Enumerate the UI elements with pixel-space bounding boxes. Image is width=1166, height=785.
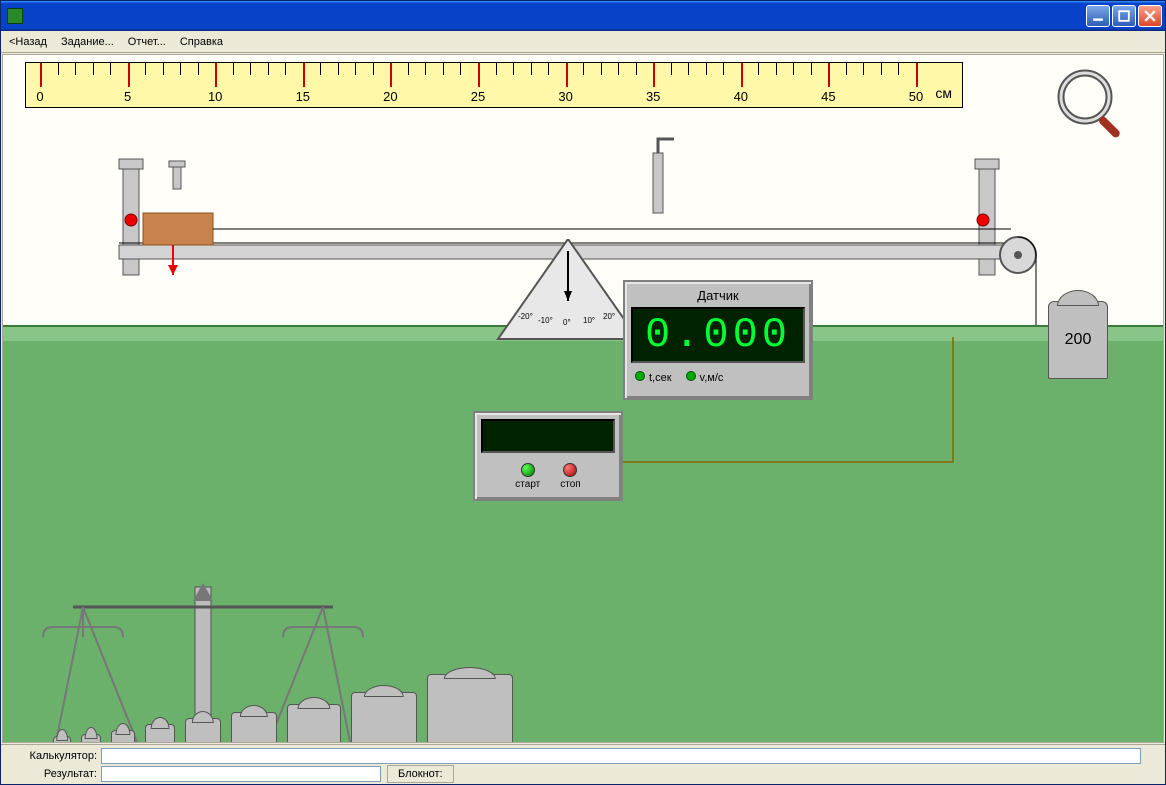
close-button[interactable]: [1138, 5, 1162, 27]
bottom-bar: Калькулятор: Результат: Блокнот:: [1, 744, 1165, 784]
weight-50[interactable]: 50: [231, 712, 277, 743]
menu-task[interactable]: Задание...: [61, 36, 114, 48]
svg-text:-20°: -20°: [518, 312, 533, 321]
weight-10[interactable]: 10: [145, 724, 175, 743]
sensor-mode-v[interactable]: v,м/с: [686, 371, 724, 384]
workspace: см 05101520253035404550: [2, 54, 1164, 743]
weight-5[interactable]: 5: [111, 730, 135, 743]
weight-200[interactable]: 200: [351, 692, 417, 743]
svg-text:20°: 20°: [603, 312, 615, 321]
ruler: см 0 5 10 15 20 25 30 35 40 45 50: [25, 62, 963, 108]
control-box: старт стоп: [473, 411, 623, 501]
ruler-label: 25: [471, 89, 485, 104]
ruler-label: 30: [558, 89, 572, 104]
menubar: <Назад Задание... Отчет... Справка: [1, 31, 1165, 53]
menu-help[interactable]: Справка: [180, 36, 223, 48]
maximize-button[interactable]: [1112, 5, 1136, 27]
svg-text:0°: 0°: [563, 318, 571, 327]
ruler-label: 35: [646, 89, 660, 104]
weight-1[interactable]: 1: [53, 736, 71, 743]
svg-text:-10°: -10°: [538, 316, 553, 325]
ruler-label: 50: [909, 89, 923, 104]
svg-text:10°: 10°: [583, 316, 595, 325]
titlebar: [1, 1, 1165, 31]
menu-back[interactable]: <Назад: [9, 36, 47, 48]
sensor-title: Датчик: [697, 288, 738, 303]
calculator-input[interactable]: [101, 748, 1141, 764]
ruler-label: 20: [383, 89, 397, 104]
ruler-label: 15: [296, 89, 310, 104]
start-button[interactable]: [521, 463, 535, 477]
timer-display: [481, 419, 615, 453]
weight-500[interactable]: 500: [427, 674, 513, 743]
sensor-mode-t[interactable]: t,сек: [635, 371, 672, 384]
sensor-box: Датчик 0.000 t,сек v,м/с: [623, 280, 813, 400]
stop-button[interactable]: [563, 463, 577, 477]
weight-100[interactable]: 100: [287, 704, 341, 743]
app-icon: [7, 8, 23, 24]
menu-report[interactable]: Отчет...: [128, 36, 166, 48]
ruler-label: 5: [124, 89, 131, 104]
notepad-button[interactable]: Блокнот:: [387, 765, 454, 783]
minimize-button[interactable]: [1086, 5, 1110, 27]
lab-table: -20° -10° 0° 10° 20°: [3, 325, 1163, 743]
result-label: Результат:: [1, 768, 101, 780]
hanging-weight[interactable]: 200: [1048, 301, 1108, 379]
sensor-display: 0.000: [631, 307, 805, 363]
ruler-label: 40: [734, 89, 748, 104]
calc-label: Калькулятор:: [1, 750, 101, 762]
ruler-label: 45: [821, 89, 835, 104]
app-window: <Назад Задание... Отчет... Справка см 0 5…: [0, 0, 1166, 785]
ruler-label: 0: [36, 89, 43, 104]
ruler-unit: см: [935, 85, 952, 101]
sliding-block: [143, 213, 213, 245]
ruler-label: 10: [208, 89, 222, 104]
weights-row: 1 2 5 10 20 50 100 200500: [53, 674, 513, 743]
weight-20[interactable]: 20: [185, 718, 221, 743]
result-input[interactable]: [101, 766, 381, 782]
weight-2[interactable]: 2: [81, 734, 101, 743]
